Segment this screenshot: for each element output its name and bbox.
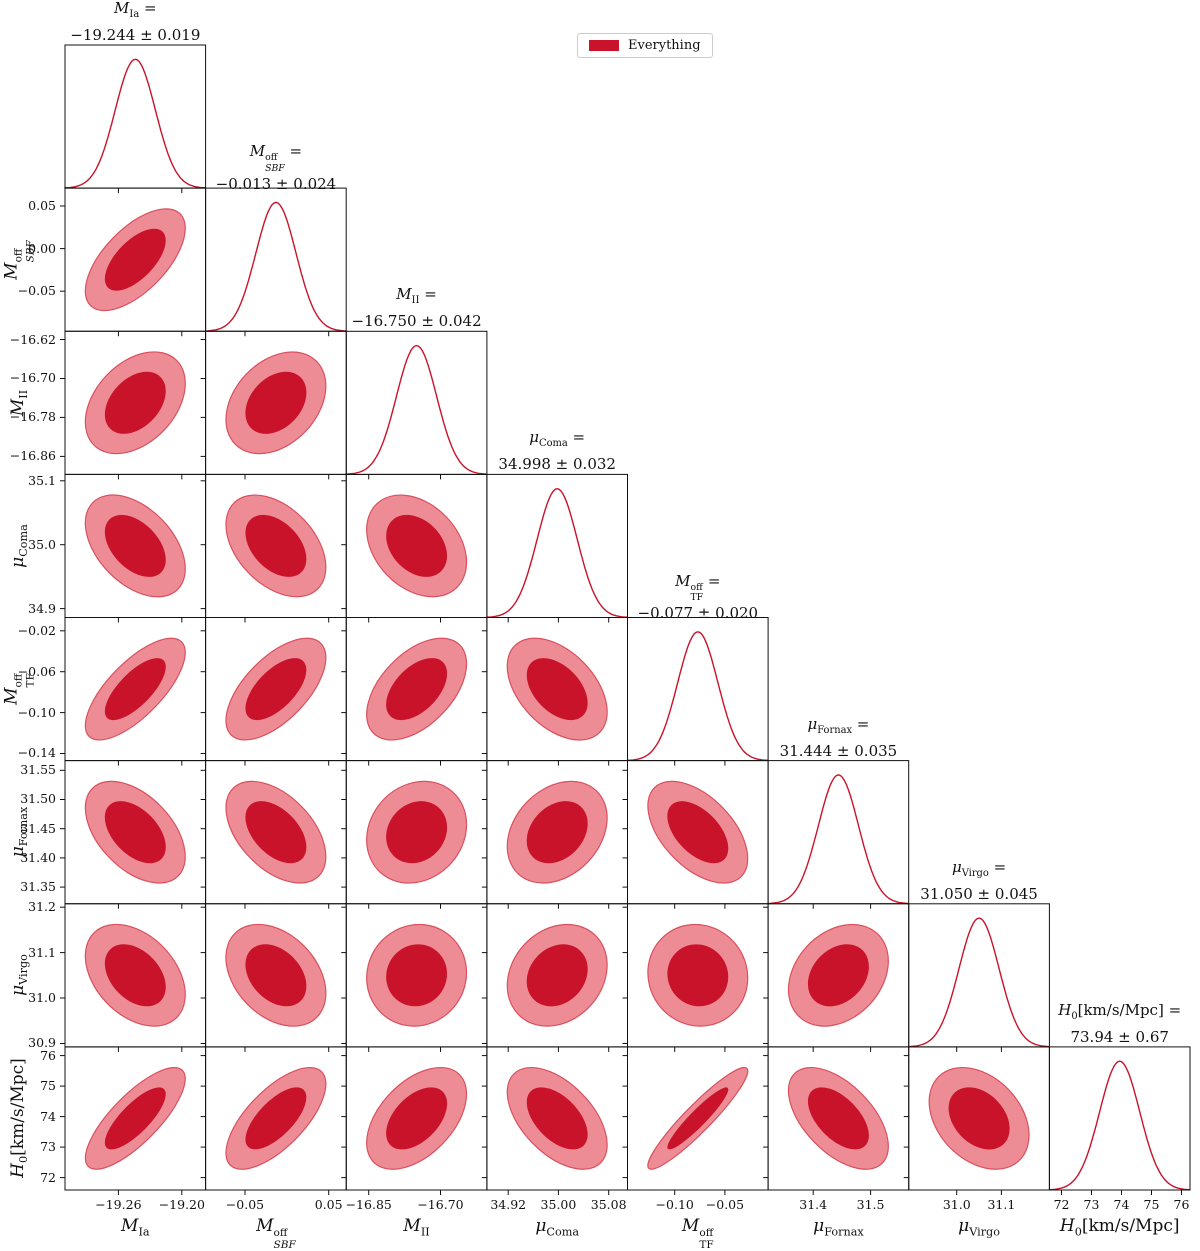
contour-68 [386,944,448,1007]
panel-muVirgo-vs-MIa [60,903,207,1052]
contour-68 [245,514,307,577]
contour-68 [104,658,166,721]
contour-68 [386,801,448,864]
panel-MII-vs-MIa [60,330,207,480]
panel-H0-vs-MTF [622,1046,769,1195]
panel-muVirgo-vs-MTF [622,903,769,1052]
contour-68 [667,801,729,864]
panel-diag-muFornax [767,760,910,909]
panel-H0-vs-muComa [481,1046,628,1195]
panel-MTF-vs-muComa [481,617,628,766]
contour-68 [667,1087,729,1150]
panel-muFornax-vs-MII [341,760,488,909]
density-curve [1048,1060,1191,1191]
panel-diag-MII [345,330,488,480]
panel-muComa-vs-MSBF [200,473,347,623]
contour-68 [104,1087,166,1150]
contour-68 [386,514,448,577]
density-curve [626,631,769,761]
panel-muFornax-vs-muComa [481,760,628,909]
density-curve [204,201,347,332]
panel-diag-H0 [1048,1046,1191,1195]
contour-68 [104,371,166,434]
panel-muVirgo-vs-MII [341,903,488,1052]
panel-muVirgo-vs-muFornax [763,903,910,1052]
panel-H0-vs-MIa [60,1046,207,1195]
panel-H0-vs-muVirgo [903,1046,1050,1195]
panel-frame [205,187,347,332]
density-curve [908,917,1050,1048]
contour-68 [526,658,588,721]
panel-frame [767,760,910,905]
panel-frame [1048,1046,1191,1191]
panel-diag-MSBF [204,187,347,337]
panel-diag-muVirgo [908,903,1050,1052]
panel-H0-vs-MSBF [200,1046,347,1195]
contour-68 [526,1087,588,1150]
panel-MSBF-vs-MIa [60,187,207,337]
legend-label: Everything [628,38,701,53]
panel-diag-MIa [64,44,207,194]
contour-68 [104,801,166,864]
density-curve [64,58,206,189]
contour-68 [386,1087,448,1150]
panel-muVirgo-vs-MSBF [200,903,347,1052]
panel-MTF-vs-MIa [60,617,207,766]
panel-MII-vs-MSBF [200,330,347,480]
panel-frame [345,330,488,475]
contour-68 [526,801,588,864]
contour-68 [245,658,307,721]
panel-muVirgo-vs-muComa [481,903,628,1052]
panel-muComa-vs-MII [341,473,488,623]
density-curve [345,344,487,475]
panel-muComa-vs-MIa [60,473,207,623]
contour-68 [104,944,166,1007]
contour-68 [386,658,448,721]
panel-MTF-vs-MSBF [200,617,347,766]
panel-diag-muComa [486,473,628,623]
panel-H0-vs-muFornax [763,1046,910,1195]
contour-68 [104,514,166,577]
contour-68 [245,801,307,864]
panel-muFornax-vs-MIa [60,760,207,909]
contour-68 [948,1087,1010,1150]
legend-swatch [589,40,619,51]
contour-68 [807,1087,869,1150]
density-curve [486,487,628,618]
contour-68 [245,1087,307,1150]
panel-H0-vs-MII [341,1046,488,1195]
contour-68 [245,944,307,1007]
panel-frame [486,473,628,618]
legend: Everything [577,33,713,58]
panel-frame [627,617,769,762]
panel-MTF-vs-MII [341,617,488,766]
panel-frame [64,44,207,189]
contour-68 [526,944,588,1007]
panel-muFornax-vs-MSBF [200,760,347,909]
panel-frame [908,903,1050,1048]
density-curve [767,774,909,905]
contour-68 [245,371,307,434]
contour-68 [807,944,869,1007]
panel-diag-MTF [626,617,769,766]
contour-68 [104,228,166,291]
contour-68 [667,944,729,1007]
panel-muFornax-vs-MTF [622,760,769,909]
